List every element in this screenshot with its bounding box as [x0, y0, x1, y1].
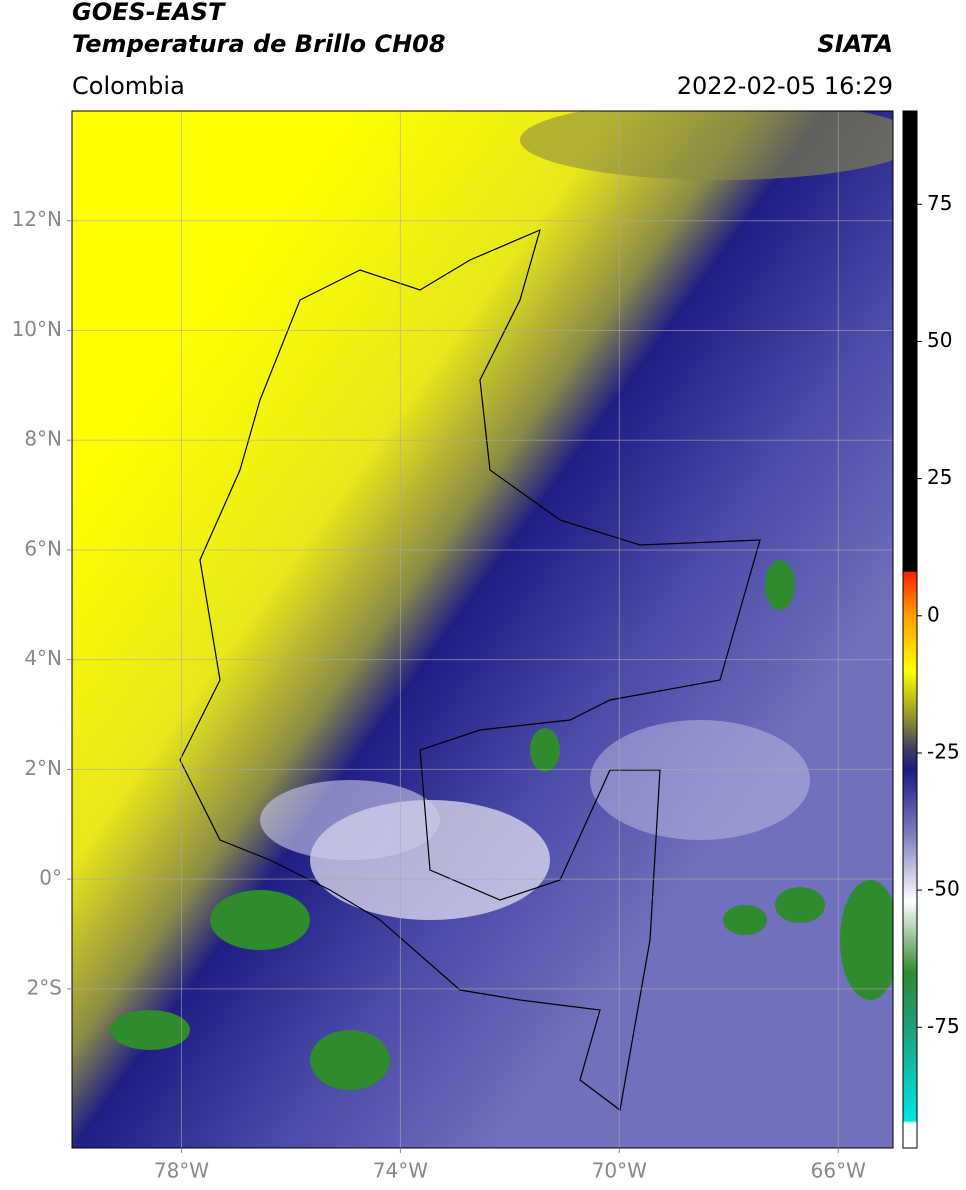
- y-tick-label: 6°N: [24, 536, 62, 560]
- imagery: [72, 111, 893, 1148]
- y-tick-label: 12°N: [12, 207, 62, 231]
- title: GOES-EAST: [72, 0, 226, 26]
- colorbar-tick-label: 0: [927, 602, 940, 626]
- source: SIATA: [817, 30, 893, 58]
- colorbar: [902, 110, 918, 1149]
- x-tick-label: 74°W: [373, 1159, 428, 1183]
- colorbar-tick-label: 25: [927, 465, 952, 489]
- colorbar-tick-label: 75: [927, 191, 952, 215]
- y-tick-label: 2°N: [24, 756, 62, 780]
- x-tick-label: 70°W: [592, 1159, 647, 1183]
- datetime: 2022-02-05 16:29: [677, 72, 893, 100]
- colorbar-tick-label: 50: [927, 328, 952, 352]
- colorbar-tick-label: -50: [927, 877, 960, 901]
- map-frame: [71, 110, 894, 1149]
- x-tick-label: 78°W: [154, 1159, 209, 1183]
- grid: [72, 111, 893, 1148]
- x-tick-label: 66°W: [811, 1159, 866, 1183]
- subtitle: Temperatura de Brillo CH08: [72, 30, 446, 58]
- y-tick-label: 4°N: [24, 646, 62, 670]
- colorbar-tick-label: -25: [927, 739, 960, 763]
- y-tick-label: 10°N: [12, 317, 62, 341]
- y-tick-label: 8°N: [24, 427, 62, 451]
- colorbar-tick-label: -75: [927, 1014, 960, 1038]
- y-tick-label: 2°S: [27, 975, 62, 999]
- y-tick-label: 0°: [39, 866, 62, 890]
- region: Colombia: [72, 72, 185, 100]
